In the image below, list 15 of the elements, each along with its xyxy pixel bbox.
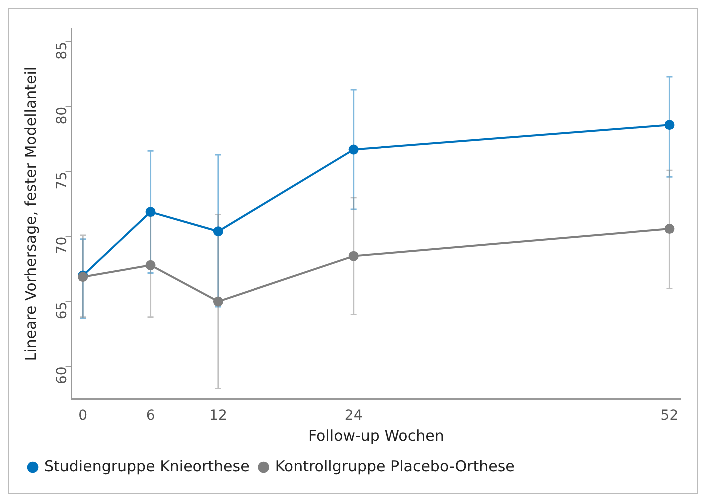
y-tick-label: 80	[54, 106, 70, 125]
y-tick-label: 65	[54, 302, 70, 320]
y-tick-label: 85	[54, 42, 70, 60]
x-tick-label: 24	[344, 408, 363, 424]
x-tick-label: 6	[146, 408, 156, 424]
x-tick-label: 0	[78, 408, 88, 424]
y-tick-label: 60	[54, 366, 70, 385]
x-tick-label: 12	[210, 408, 228, 424]
y-tick-label: 70	[54, 236, 70, 255]
legend-label: Studiengruppe Knieorthese	[44, 457, 250, 476]
y-axis-title: Lineare Vorhersage, fester Modellanteil	[22, 66, 40, 362]
legend-label: Kontrollgruppe Placebo-Orthese	[275, 457, 515, 476]
y-tick-label: 75	[54, 172, 70, 190]
x-axis-title: Follow-up Wochen	[308, 426, 444, 445]
x-tick-label: 52	[660, 408, 679, 424]
